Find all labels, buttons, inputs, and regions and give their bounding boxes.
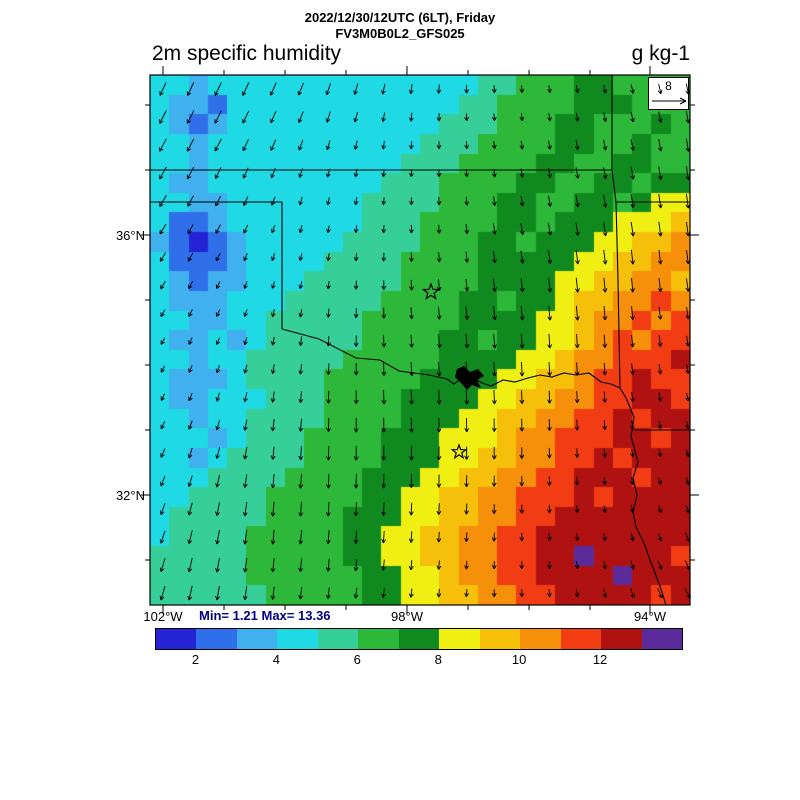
colorbar-segment [520, 629, 561, 649]
model-name-title: FV3M0B0L2_GFS025 [335, 26, 465, 41]
colorbar-segment [641, 629, 683, 649]
colorbar-tick-label: 8 [434, 652, 442, 667]
wind-reference-box: 8 [648, 77, 689, 110]
colorbar-tick-label: 10 [511, 652, 527, 667]
colorbar-tick-label: 4 [272, 652, 280, 667]
colorbar [155, 628, 683, 650]
field-title: 2m specific humidity [152, 42, 342, 65]
colorbar-segment [236, 629, 278, 649]
lon-label: 98°W [391, 609, 423, 624]
min-max-annotation: Min= 1.21 Max= 13.36 [199, 608, 331, 623]
colorbar-tick-label: 6 [353, 652, 361, 667]
colorbar-segment [196, 629, 237, 649]
lon-label: 94°W [634, 609, 666, 624]
colorbar-tick-label: 12 [592, 652, 608, 667]
colorbar-segment [398, 629, 440, 649]
colorbar-tick-label: 2 [191, 652, 200, 667]
run-datetime-title: 2022/12/30/12UTC (6LT), Friday [304, 10, 496, 25]
colorbar-segment [317, 629, 359, 649]
colorbar-segment [560, 629, 602, 649]
humidity-field-canvas [150, 75, 690, 605]
colorbar-segment [358, 629, 399, 649]
lat-label: 36°N [115, 228, 145, 243]
colorbar-segment [601, 629, 642, 649]
colorbar-segment [156, 629, 197, 649]
units-label: g kg-1 [631, 42, 690, 65]
colorbar-segment [439, 629, 480, 649]
wind-reference-value: 8 [665, 79, 672, 93]
colorbar-segment [277, 629, 318, 649]
lon-label: 102°W [143, 609, 183, 624]
colorbar-segment [479, 629, 521, 649]
lat-label: 32°N [115, 488, 145, 503]
